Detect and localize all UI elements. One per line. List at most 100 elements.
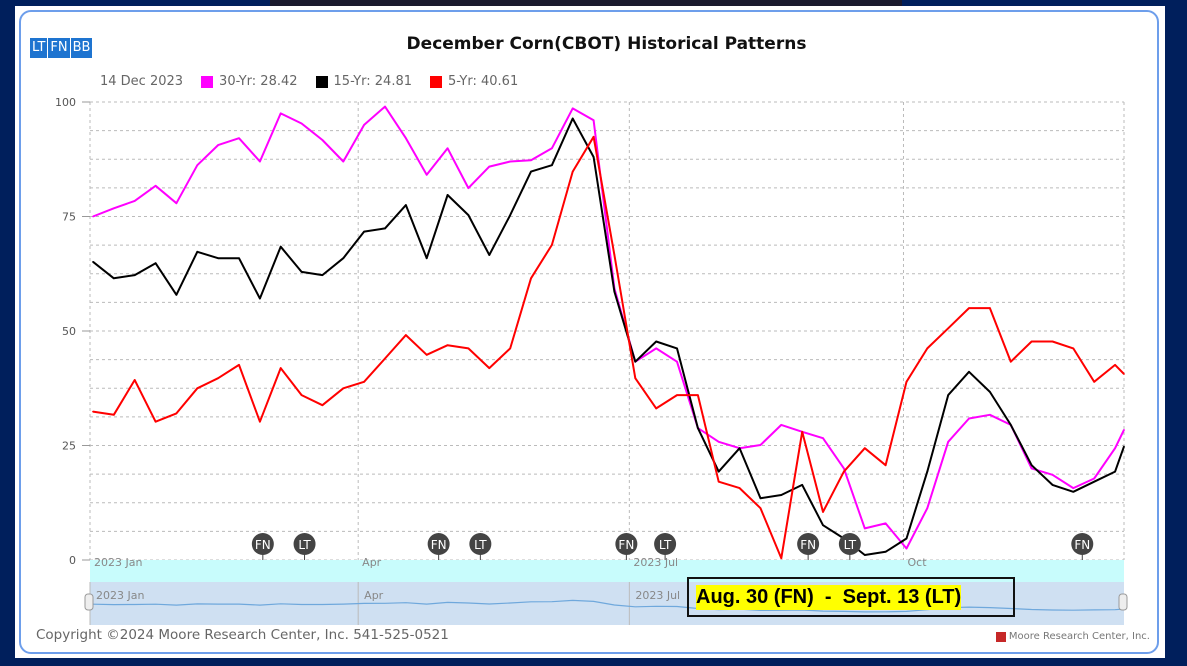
marker-badge	[615, 533, 638, 555]
navigator-label: 2023 Jan	[96, 589, 144, 602]
legend-swatch-30yr	[201, 75, 214, 88]
navigator-handle-left[interactable]	[84, 593, 94, 611]
data-point	[154, 262, 157, 265]
data-point	[759, 497, 762, 499]
data-point	[947, 441, 949, 443]
data-point	[446, 194, 449, 196]
data-point	[738, 447, 741, 450]
data-point	[655, 407, 657, 410]
data-point	[1093, 477, 1096, 480]
marker-fn: FN	[427, 533, 450, 560]
data-point	[968, 417, 970, 420]
data-point	[989, 414, 991, 416]
lt-button[interactable]: LT	[30, 38, 48, 58]
data-point	[175, 412, 178, 415]
data-point	[384, 227, 386, 230]
data-point	[717, 480, 720, 483]
data-point	[425, 257, 428, 259]
data-point	[613, 290, 616, 293]
data-point	[926, 347, 929, 350]
data-point	[1114, 470, 1116, 473]
data-point	[259, 160, 261, 163]
data-point	[530, 170, 532, 173]
data-point	[676, 347, 678, 350]
data-point	[1051, 484, 1054, 486]
data-point	[363, 124, 365, 126]
brand-text: Moore Research Center, Inc.	[1008, 631, 1150, 642]
data-point	[780, 494, 783, 496]
y-tick-label: 50	[62, 325, 76, 338]
bb-button[interactable]: BB	[70, 38, 93, 58]
data-point	[300, 394, 303, 396]
annotation-text: Aug. 30 (FN) - Sept. 13 (LT)	[696, 584, 962, 610]
marker-badge	[838, 533, 861, 555]
data-point	[1114, 447, 1116, 450]
data-point	[196, 387, 199, 390]
legend-30yr[interactable]: 30-Yr: 28.42	[219, 74, 298, 89]
data-point	[571, 170, 574, 173]
data-point	[926, 470, 929, 473]
data-point	[154, 185, 157, 187]
legend-15yr[interactable]: 15-Yr: 24.81	[333, 74, 413, 89]
legend-swatch-15yr	[315, 75, 328, 88]
data-point	[488, 254, 491, 256]
data-point	[1009, 360, 1012, 363]
x-tick-label: 2023 Jan	[94, 556, 142, 569]
data-point	[488, 367, 491, 369]
marker-label: LT	[844, 538, 857, 552]
data-point	[238, 364, 240, 366]
marker-badge	[654, 533, 677, 555]
data-point	[238, 257, 240, 259]
chart-title: December Corn(CBOT) Historical Patterns	[406, 34, 807, 54]
marker-label: FN	[618, 538, 634, 552]
copyright: Copyright ©2024 Moore Research Center, I…	[36, 627, 449, 643]
x-tick-label: Apr	[362, 556, 382, 569]
legend-date: 14 Dec 2023	[100, 74, 184, 89]
fn-button[interactable]: FN	[48, 38, 70, 58]
data-point	[822, 437, 824, 439]
data-point	[196, 164, 199, 167]
data-point	[863, 527, 866, 530]
navigator-handle-right[interactable]	[1118, 593, 1128, 611]
data-point	[530, 277, 532, 280]
data-point	[1030, 464, 1033, 466]
data-point	[133, 200, 136, 202]
marker-fn: FN	[251, 533, 274, 560]
data-point	[843, 470, 845, 473]
data-point	[259, 420, 261, 423]
data-point	[1093, 480, 1096, 483]
data-point	[968, 370, 970, 373]
data-point	[175, 202, 178, 205]
data-point	[321, 274, 324, 276]
data-point	[509, 160, 511, 163]
data-point	[884, 550, 887, 553]
marker-label: LT	[474, 538, 487, 552]
data-point	[905, 547, 908, 550]
marker-lt: LT	[838, 533, 861, 560]
data-point	[530, 159, 532, 161]
data-point	[571, 117, 574, 120]
data-point	[300, 271, 303, 273]
data-point	[613, 254, 616, 256]
data-point	[884, 522, 887, 525]
marker-lt: LT	[654, 533, 677, 560]
data-point	[989, 307, 991, 309]
data-point	[1051, 474, 1054, 476]
data-point	[592, 156, 595, 158]
legend-5yr[interactable]: 5-Yr: 40.61	[448, 74, 519, 89]
data-point	[592, 136, 595, 138]
data-point	[551, 147, 553, 150]
marker-badge	[797, 533, 820, 555]
navigator-label: 2023 Jul	[635, 589, 680, 602]
data-point	[905, 537, 908, 540]
series-line-30-yr	[92, 105, 1125, 550]
data-point	[446, 344, 449, 346]
data-point	[801, 430, 803, 433]
data-point	[259, 297, 261, 300]
data-point	[425, 354, 428, 356]
data-point	[363, 230, 365, 233]
data-point	[592, 119, 595, 122]
data-point	[822, 511, 824, 513]
data-point	[717, 441, 720, 443]
